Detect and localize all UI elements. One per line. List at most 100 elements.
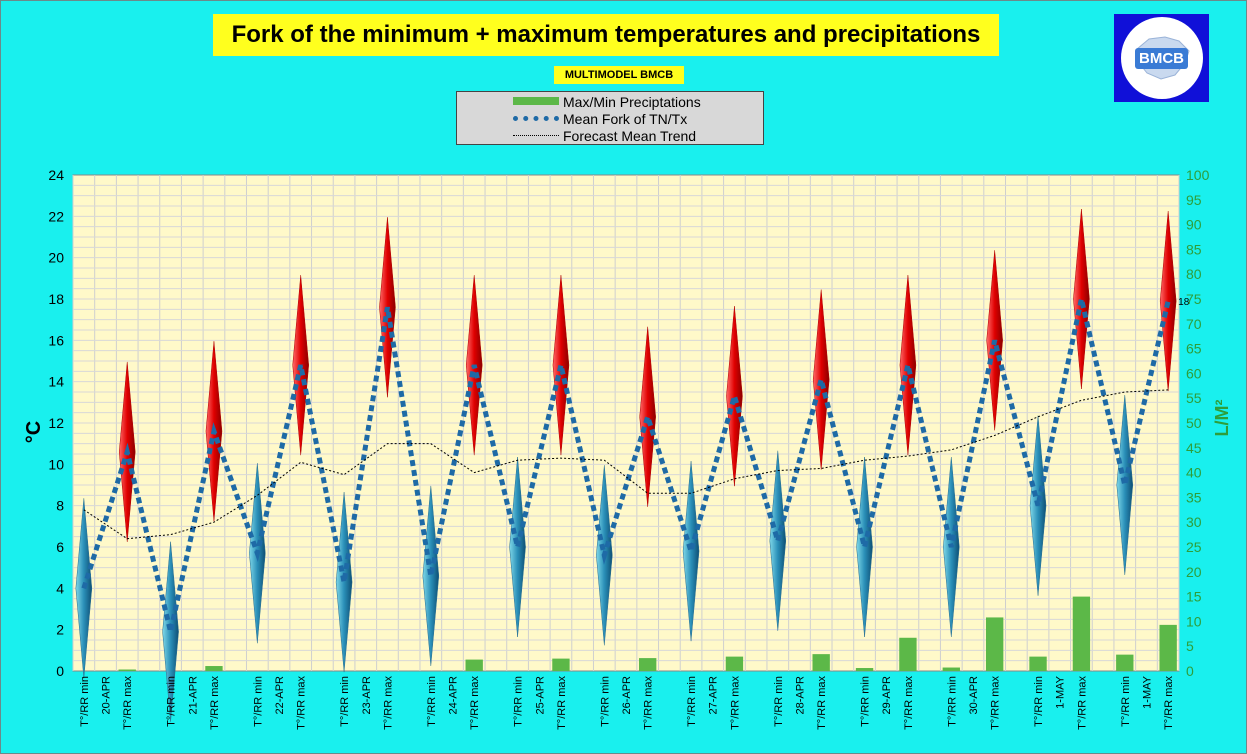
y2-tick-label: 25: [1186, 539, 1202, 555]
x-tick-label: 1-MAY: [1055, 675, 1067, 708]
legend-swatch-trend: [513, 127, 559, 144]
axes: 0246810121416182022240510152025303540455…: [48, 167, 1209, 730]
x-tick-label: T°/RR max: [209, 676, 221, 730]
y-tick-label: 2: [56, 622, 64, 638]
y2-tick-label: 35: [1186, 489, 1202, 505]
y-tick-label: 20: [48, 250, 64, 266]
precipitation-bar: [899, 637, 917, 671]
x-tick-label: 29-APR: [881, 676, 893, 715]
precipitation-bar: [985, 617, 1004, 671]
y2-tick-label: 45: [1186, 440, 1202, 456]
min-temperature-spike: [422, 485, 440, 666]
y-tick-label: 12: [48, 415, 64, 431]
x-tick-label: T°/RR max: [1163, 676, 1175, 730]
precipitation-bar: [1159, 624, 1177, 671]
precipitation-bar: [465, 659, 483, 671]
x-tick-label: T°/RR min: [860, 676, 872, 727]
y2-tick-label: 65: [1186, 341, 1202, 357]
x-tick-label: T°/RR min: [166, 676, 178, 727]
y-tick-label: 24: [48, 167, 64, 183]
y2-tick-label: 100: [1186, 167, 1210, 183]
y2-tick-label: 80: [1186, 266, 1202, 282]
min-temperature-spike: [769, 450, 787, 631]
legend-swatch-precipitation: [513, 93, 559, 110]
x-tick-label: T°/RR max: [729, 676, 741, 730]
x-tick-label: T°/RR max: [990, 676, 1002, 730]
y2-tick-label: 95: [1186, 192, 1202, 208]
legend-label-mean-fork: Mean Fork of TN/Tx: [563, 110, 688, 127]
legend-item-precipitation: Max/Min Preciptations: [457, 93, 701, 110]
legend-label-precipitation: Max/Min Preciptations: [563, 93, 701, 110]
max-temperature-spike: [812, 289, 830, 470]
x-tick-label: 25-APR: [534, 676, 546, 715]
precipitation-bar: [205, 666, 223, 671]
x-tick-label: 22-APR: [274, 676, 286, 715]
x-tick-label: 21-APR: [187, 676, 199, 715]
logo-text: BMCB: [1135, 47, 1188, 69]
max-temperature-spike: [1159, 211, 1177, 392]
y-tick-label: 8: [56, 498, 64, 514]
x-tick-label: T°/RR max: [643, 676, 655, 730]
x-tick-label: T°/RR min: [79, 676, 91, 727]
y2-tick-label: 0: [1186, 663, 1194, 679]
y2-tick-label: 30: [1186, 514, 1202, 530]
x-tick-label: T°/RR min: [252, 676, 264, 727]
min-temperature-spike: [162, 541, 179, 722]
x-tick-label: T°/RR max: [903, 676, 915, 730]
precipitation-bar: [118, 669, 136, 671]
precipitation-bar: [812, 654, 830, 671]
x-tick-label: 27-APR: [708, 676, 720, 715]
max-temperature-spike: [726, 306, 743, 487]
min-temperature-spike: [1116, 394, 1134, 576]
x-tick-label: T°/RR min: [513, 676, 525, 727]
y-tick-label: 6: [56, 539, 64, 555]
legend-item-trend: Forecast Mean Trend: [457, 127, 696, 144]
forecast-mean-trend-line: [83, 389, 1169, 540]
x-tick-label: 30-APR: [968, 676, 980, 715]
data-label: 18: [1178, 297, 1190, 308]
x-tick-label: T°/RR max: [122, 676, 134, 730]
y2-tick-label: 5: [1186, 638, 1194, 654]
legend-swatch-mean-fork: [513, 110, 559, 127]
x-tick-label: T°/RR min: [773, 676, 785, 727]
x-tick-label: 23-APR: [361, 676, 373, 715]
x-tick-label: T°/RR min: [1033, 676, 1045, 727]
precipitation-bar: [855, 668, 874, 671]
max-temperature-spike: [552, 275, 570, 456]
max-temperature-spike: [899, 275, 917, 456]
x-tick-label: 1-MAY: [1141, 675, 1153, 708]
y-tick-label: 14: [48, 374, 64, 390]
x-tick-label: T°/RR min: [599, 676, 611, 727]
min-temperature-spike: [682, 461, 700, 642]
chart-title: Fork of the minimum + maximum temperatur…: [213, 14, 999, 56]
series-lines: 18: [81, 297, 1190, 633]
x-tick-label: T°/RR min: [1120, 676, 1132, 727]
bmcb-logo: BMCB: [1114, 14, 1209, 102]
precipitation-bar: [639, 658, 657, 671]
precipitation-bar: [1072, 596, 1091, 671]
precipitation-bars: [118, 596, 1177, 671]
max-temperature-spike: [1073, 208, 1090, 390]
y-axis-label: °C: [23, 421, 45, 443]
x-tick-label: 20-APR: [101, 676, 113, 715]
y2-tick-label: 15: [1186, 589, 1202, 605]
y2-tick-label: 40: [1186, 465, 1202, 481]
x-tick-label: T°/RR max: [556, 676, 568, 730]
precipitation-bar: [942, 667, 960, 671]
precipitation-bar: [552, 658, 570, 671]
x-tick-label: 26-APR: [621, 676, 633, 715]
y2-tick-label: 90: [1186, 217, 1202, 233]
precipitation-bar: [725, 656, 744, 671]
x-tick-label: 24-APR: [448, 676, 460, 715]
legend-item-mean-fork: Mean Fork of TN/Tx: [457, 110, 687, 127]
precipitation-bar: [1029, 656, 1047, 671]
x-tick-label: T°/RR max: [296, 676, 308, 730]
y2-axis-label: L/M²: [1212, 400, 1232, 437]
chart-subtitle: MULTIMODEL BMCB: [554, 66, 684, 84]
min-temperature-spike: [509, 456, 526, 638]
max-temperature-spike: [639, 326, 656, 507]
precipitation-bar: [1116, 654, 1134, 671]
legend: Max/Min Preciptations Mean Fork of TN/Tx…: [456, 91, 764, 145]
x-tick-label: T°/RR min: [686, 676, 698, 727]
y2-tick-label: 75: [1186, 291, 1202, 307]
